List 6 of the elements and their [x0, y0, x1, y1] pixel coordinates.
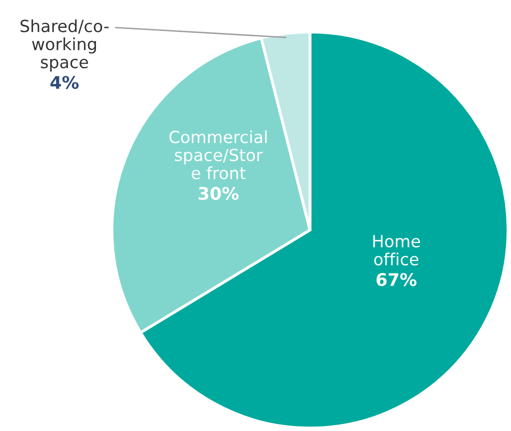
slice-label: Commercial space/Stor e front — [169, 130, 267, 180]
data-label: 30% — [198, 186, 239, 200]
slice-label: Home office — [373, 235, 420, 266]
data-label: 67% — [376, 272, 416, 286]
slice-label: Shared/co- working space — [20, 19, 109, 72]
data-label: 4% — [50, 76, 79, 89]
